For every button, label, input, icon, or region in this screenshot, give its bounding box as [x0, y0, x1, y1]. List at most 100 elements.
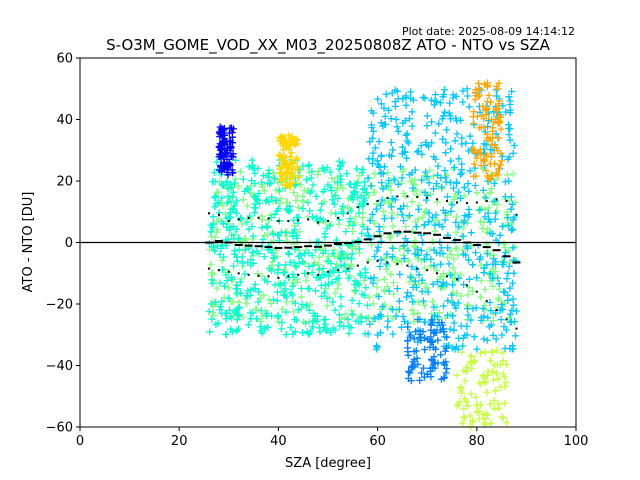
scatter-point: [412, 223, 420, 231]
scatter-point: [296, 251, 304, 259]
scatter-point: [387, 199, 394, 207]
scatter-point: [220, 161, 228, 169]
scatter-point: [433, 216, 441, 224]
scatter-point: [213, 284, 221, 292]
std-point: [356, 206, 359, 209]
scatter-point: [457, 194, 464, 202]
scatter-point: [320, 271, 328, 279]
scatter-point: [486, 189, 494, 196]
mean-point: [274, 247, 283, 249]
scatter-point: [459, 334, 467, 342]
scatter-point: [453, 180, 461, 187]
scatter-point: [447, 145, 455, 153]
scatter-point: [239, 313, 247, 321]
scatter-point: [302, 277, 310, 284]
scatter-point: [491, 160, 499, 168]
scatter-point: [427, 373, 435, 381]
scatter-point: [485, 215, 493, 223]
scatter-point: [365, 293, 373, 301]
scatter-point: [449, 264, 457, 272]
scatter-point: [337, 248, 345, 256]
scatter-point: [393, 123, 401, 131]
scatter-point: [382, 120, 389, 128]
scatter-point: [420, 373, 428, 381]
scatter-point: [496, 117, 503, 125]
mean-point: [324, 244, 332, 247]
scatter-point: [420, 222, 428, 230]
scatter-point: [426, 245, 434, 253]
scatter-point: [425, 179, 433, 187]
scatter-point: [428, 118, 436, 126]
scatter-point: [377, 151, 385, 159]
scatter-point: [364, 330, 372, 338]
scatter-point: [269, 230, 277, 238]
scatter-point: [309, 181, 317, 189]
scatter-point: [495, 100, 503, 108]
scatter-point: [459, 232, 467, 240]
scatter-point: [245, 225, 253, 233]
scatter-point: [299, 205, 307, 213]
scatter-point: [302, 176, 310, 184]
scatter-point: [280, 291, 288, 299]
scatter-point: [440, 328, 448, 336]
scatter-point: [420, 318, 428, 326]
scatter-point: [449, 281, 457, 289]
scatter-point: [224, 185, 232, 192]
scatter-point: [221, 282, 228, 290]
scatter-point: [291, 262, 299, 270]
scatter-point: [422, 168, 429, 176]
scatter-point: [336, 322, 344, 330]
scatter-point: [505, 314, 513, 321]
std-point: [346, 212, 349, 215]
scatter-point: [289, 240, 297, 248]
scatter-point: [483, 261, 491, 269]
scatter-point: [208, 233, 216, 241]
scatter-point: [463, 331, 471, 339]
scatter-point: [472, 304, 480, 312]
scatter-point: [412, 218, 420, 226]
scatter-point: [446, 99, 454, 107]
scatter-point: [227, 213, 235, 221]
scatter-point: [463, 367, 471, 375]
scatter-point: [262, 197, 270, 205]
scatter-point: [278, 171, 286, 179]
scatter-point: [209, 308, 217, 316]
scatter-point: [347, 324, 355, 332]
scatter-point: [428, 364, 436, 372]
scatter-point: [508, 200, 516, 208]
scatter-point: [218, 124, 226, 132]
scatter-point: [444, 193, 451, 201]
scatter-point: [284, 249, 292, 257]
scatter-point: [434, 313, 442, 321]
scatter-point: [272, 197, 280, 205]
scatter-point: [475, 415, 483, 423]
scatter-point: [445, 260, 453, 268]
scatter-point: [211, 203, 219, 211]
scatter-point: [361, 178, 369, 186]
scatter-point: [284, 168, 292, 176]
scatter-point: [379, 207, 387, 215]
scatter-point: [344, 254, 352, 261]
scatter-point: [484, 314, 492, 322]
scatter-point: [389, 244, 397, 252]
scatter-point: [228, 231, 236, 239]
scatter-point: [434, 171, 442, 179]
scatter-point: [438, 183, 446, 191]
scatter-point: [407, 331, 415, 339]
scatter-point: [487, 307, 495, 315]
scatter-point: [282, 182, 290, 190]
scatter-point: [213, 226, 221, 234]
scatter-point: [460, 183, 468, 191]
scatter-point: [486, 357, 494, 364]
scatter-point: [416, 376, 424, 384]
scatter-point: [283, 237, 291, 245]
scatter-point: [382, 260, 390, 268]
scatter-point: [231, 230, 239, 238]
scatter-point: [470, 160, 478, 168]
y-tick-label: −40: [46, 359, 73, 374]
scatter-point: [241, 187, 249, 195]
scatter-point: [283, 228, 291, 235]
scatter-point: [421, 94, 429, 102]
scatter-point: [451, 137, 459, 145]
scatter-point: [205, 308, 213, 315]
